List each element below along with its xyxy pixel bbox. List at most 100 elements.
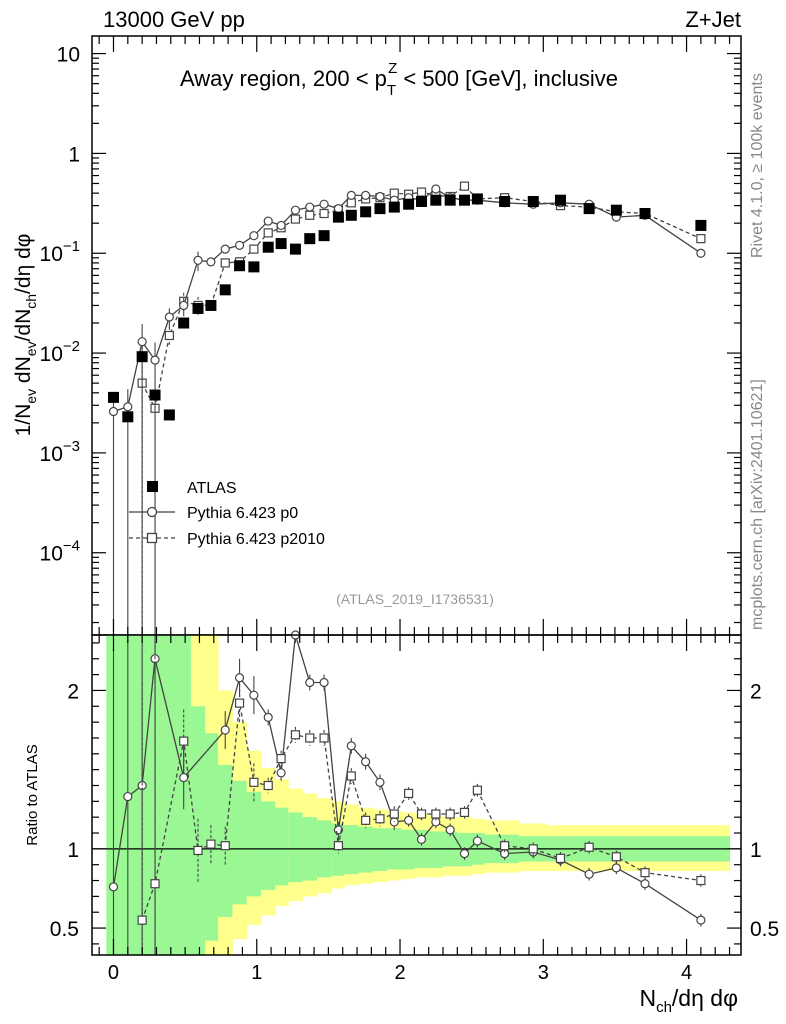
p0-point [305, 202, 315, 212]
ratio-p2010-point [179, 736, 189, 746]
series-line-2 [141, 185, 702, 411]
ratio-p2010-point [416, 809, 427, 819]
main-plot-area [107, 181, 707, 635]
ratio-p2010-point [500, 841, 510, 851]
y-tick-label-base: 10 [40, 543, 63, 566]
ratio-p2010-point [220, 841, 230, 851]
band-green-segment [372, 828, 388, 872]
atlas-point [107, 391, 119, 403]
ratio-p2010-point [290, 730, 301, 740]
y-axis-label-s2: ev [23, 341, 39, 356]
ratio-y-tick-label-left: 1 [67, 839, 79, 862]
atlas-point [471, 193, 483, 205]
p0-point [696, 248, 706, 258]
band-green-segment [246, 791, 262, 897]
plot-title-sub: T [387, 82, 396, 99]
ratio-p2010-point [375, 814, 385, 824]
atlas-point [527, 195, 539, 207]
p0-point [179, 300, 189, 311]
atlas-point [499, 195, 511, 207]
ratio-p0-point [459, 849, 470, 859]
ratio-p2010-point [696, 875, 706, 886]
p0-point [375, 191, 385, 202]
y-tick-label: 1 [68, 143, 80, 166]
plot-title: Away region, 200 < pTZ < 500 [GeV], incl… [180, 60, 618, 99]
ratio-p2010-point [472, 785, 482, 795]
atlas-point [192, 302, 204, 314]
side-label-mcplots: mcplots.cern.ch [arXiv:2401.10621] [749, 379, 766, 630]
atlas-point [388, 201, 400, 213]
legend-label-p0: Pythia 6.423 p0 [187, 505, 298, 522]
atlas-point [234, 260, 246, 272]
p2010-point [459, 181, 470, 191]
y-tick-label-exp: −4 [63, 538, 80, 555]
band-green-segment [288, 812, 304, 883]
ratio-p2010-point [249, 777, 259, 787]
ratio-p2010-point [431, 809, 441, 819]
ratio-p2010-point [263, 780, 273, 791]
p0-point [249, 231, 259, 241]
atlas-point [289, 243, 301, 255]
p2010-point [164, 330, 174, 341]
x-axis-label-s1: ch [656, 999, 672, 1016]
p0-point [263, 216, 273, 226]
band-green-segment [358, 826, 374, 873]
p2010-point [263, 228, 273, 238]
ratio-p2010-point [137, 915, 147, 925]
ratio-p2010-point [389, 809, 399, 819]
ratio-p2010-point [346, 771, 356, 781]
y-tick-label-base: 10 [40, 343, 63, 366]
y-tick-label: 10−2 [40, 338, 80, 366]
band-green-segment [401, 829, 415, 870]
p0-point [108, 406, 119, 417]
ratio-p2010-point [150, 879, 160, 889]
ratio-y-tick-label-left: 2 [67, 680, 79, 703]
y-axis-label-p1: 1/N [12, 404, 35, 437]
ratio-frame [91, 634, 742, 956]
atlas-point [219, 284, 231, 296]
plot-title-sup: Z [388, 60, 397, 77]
band-green-segment [428, 831, 444, 868]
ratio-p2010-point [404, 788, 414, 799]
legend: ATLAS Pythia 6.423 p0 Pythia 6.423 p2010 [129, 480, 325, 548]
p0-point [290, 205, 301, 215]
ratio-p2010-point [361, 815, 371, 825]
band-green-segment [205, 733, 219, 941]
main-panel: Away region, 200 < pTZ < 500 [GeV], incl… [12, 35, 742, 636]
ratio-p0-point [375, 777, 385, 787]
ratio-p0-point [445, 825, 455, 835]
ratio-p2010-point [193, 845, 203, 856]
atlas-point [178, 317, 190, 329]
p0-point [123, 402, 133, 412]
atlas-point [554, 194, 566, 206]
ratio-p0-point [584, 869, 594, 879]
band-green-segment [149, 635, 163, 955]
atlas-point [262, 241, 274, 253]
band-green-segment [261, 801, 276, 891]
series-line-1 [113, 188, 702, 413]
ratio-y-axis-label: Ratio to ATLAS [24, 744, 41, 845]
y-tick-label: 10−3 [40, 438, 80, 466]
x-axis-label-p2: /dη dφ [672, 985, 738, 1011]
ratio-y-tick-label-right: 0.5 [750, 918, 779, 941]
x-tick-label: 3 [538, 962, 549, 984]
ratio-p0-point [220, 725, 230, 735]
ratio-p2010-point [234, 698, 245, 708]
ratio-p0-point [640, 879, 650, 889]
p0-point [333, 204, 344, 214]
legend-marker-p2010 [146, 532, 158, 544]
ratio-panel: 0.5 0.5 1 1 2 2 Ratio to ATLAS [24, 630, 779, 956]
ratio-p2010-point [584, 842, 594, 852]
ratio-p0-point [416, 834, 427, 844]
ratio-p2010-point [206, 839, 216, 849]
y-tick-label-base: 10 [40, 243, 63, 266]
atlas-point [304, 233, 316, 245]
p0-point [193, 255, 203, 265]
atlas-point [345, 209, 357, 221]
y-axis-label-s1: ev [23, 389, 39, 404]
side-label-rivet: Rivet 4.1.0, ≥ 100k events [749, 73, 766, 258]
legend-marker-p0 [146, 506, 158, 518]
atlas-point [275, 238, 287, 250]
atlas-point [430, 194, 442, 206]
